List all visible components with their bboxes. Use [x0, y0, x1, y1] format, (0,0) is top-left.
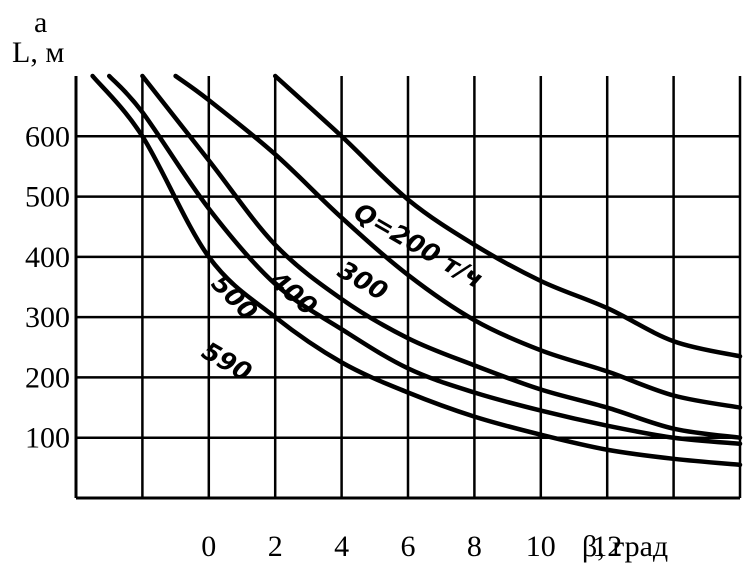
y-tick-label: 400 — [25, 241, 70, 274]
y-tick-label: 600 — [25, 120, 70, 153]
curve-590 — [90, 73, 743, 468]
x-tick-label: 4 — [334, 530, 349, 563]
x-axis-title: β, град — [582, 530, 668, 563]
y-axis-title: L, м — [12, 36, 64, 69]
x-tick-labels: 0 2 4 6 8 10 12 — [201, 530, 622, 563]
y-tick-labels: 100 200 300 400 500 600 — [25, 120, 70, 454]
curve-200 — [272, 73, 743, 359]
x-tick-label: 6 — [401, 530, 416, 563]
curve-300 — [173, 73, 743, 410]
curve-label-590: 590 — [197, 336, 257, 387]
x-tick-label: 0 — [201, 530, 216, 563]
y-tick-label: 500 — [25, 181, 70, 214]
grid — [74, 76, 742, 500]
x-tick-label: 8 — [467, 530, 482, 563]
curves — [90, 73, 743, 468]
x-tick-label: 12 — [592, 530, 622, 563]
panel-label: а — [34, 6, 47, 39]
y-tick-label: 100 — [25, 422, 70, 455]
y-tick-label: 200 — [25, 361, 70, 394]
x-tick-label: 2 — [268, 530, 283, 563]
curve-400 — [140, 73, 743, 440]
y-tick-label: 300 — [25, 301, 70, 334]
curve-500 — [106, 73, 743, 446]
x-tick-label: 10 — [526, 530, 556, 563]
